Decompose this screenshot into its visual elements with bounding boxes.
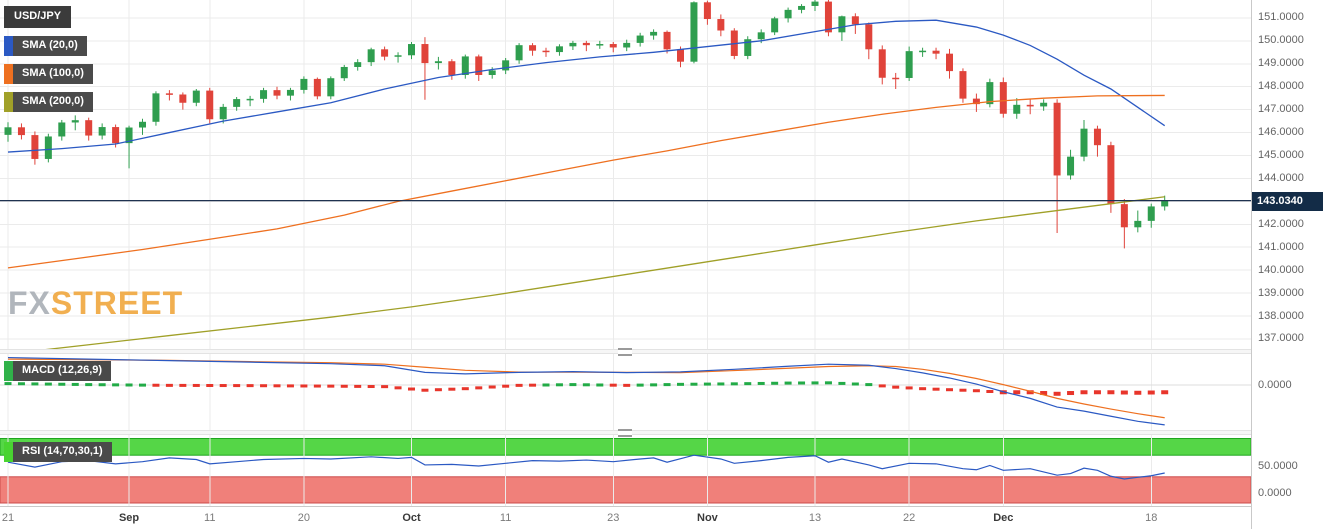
overlay-SMA20 <box>7 19 1166 153</box>
axis-label: 146.0000 <box>1258 126 1304 139</box>
axis-label: 148.0000 <box>1258 80 1304 93</box>
rsi-oversold-band <box>0 476 1251 504</box>
time-axis-month-label: Sep <box>118 512 140 524</box>
rsi-badge[interactable]: RSI (14,70,30,1) <box>4 442 112 462</box>
macd-histogram <box>4 381 1169 396</box>
price-axis[interactable]: 143.0340 151.0000 150.0000 149.0000 148.000… <box>1251 0 1323 529</box>
time-axis-day-label: 21 <box>1 512 15 524</box>
axis-label: 139.0000 <box>1258 286 1304 299</box>
macd-color-chip <box>4 361 13 381</box>
macd-line <box>7 356 1165 426</box>
time-axis-day-label: 20 <box>297 512 311 524</box>
panel-separator[interactable] <box>0 348 1323 356</box>
macd-panel[interactable]: MACD (12,26,9) <box>0 354 1251 430</box>
panel-resize-handle-icon[interactable] <box>618 429 632 437</box>
time-axis-day-label: 22 <box>903 512 916 524</box>
price-gridlines <box>0 17 1251 340</box>
axis-label: 140.0000 <box>1258 263 1304 276</box>
time-axis-day-label: 11 <box>499 512 512 524</box>
axis-label: 144.0000 <box>1258 171 1304 184</box>
axis-label: 142.0000 <box>1258 217 1304 230</box>
axis-label: 151.0000 <box>1258 11 1304 24</box>
axis-label: 0.0000 <box>1258 486 1292 499</box>
axis-label: 138.0000 <box>1258 309 1304 322</box>
watermark-fx: FX <box>8 285 51 321</box>
time-axis-day-label: 13 <box>808 512 822 524</box>
sma200-color-chip <box>4 92 13 112</box>
rsi-label: RSI (14,70,30,1) <box>13 442 112 462</box>
symbol-badge[interactable]: USD/JPY <box>4 6 72 28</box>
macd-label: MACD (12,26,9) <box>13 361 112 381</box>
sma20-label: SMA (20,0) <box>13 36 87 56</box>
sma200-badge[interactable]: SMA (200,0) <box>4 92 93 112</box>
rsi-line <box>7 454 1165 480</box>
price-chart-svg[interactable] <box>0 0 1251 350</box>
axis-label: 145.0000 <box>1258 149 1304 161</box>
sma200-label: SMA (200,0) <box>13 92 93 112</box>
rsi-color-chip <box>4 442 13 462</box>
axis-label: 149.0000 <box>1258 57 1304 70</box>
axis-label: 137.0000 <box>1258 332 1304 345</box>
overlay-SMA200 <box>36 196 1165 350</box>
vertical-gridlines <box>7 435 1152 506</box>
overlay-SMA100 <box>7 94 1165 269</box>
candles-layer <box>4 0 1169 249</box>
macd-chart-svg[interactable] <box>0 354 1251 430</box>
rsi-chart-svg[interactable] <box>0 435 1251 506</box>
axis-label: 0.0000 <box>1258 378 1292 391</box>
sma100-badge[interactable]: SMA (100,0) <box>4 64 93 84</box>
time-axis[interactable]: 21 Sep 11 20 Oct 11 23 Nov 13 22 Dec 18 <box>0 506 1323 529</box>
watermark-street: STREET <box>50 285 184 321</box>
axis-label: 141.0000 <box>1258 240 1304 253</box>
symbol-label: USD/JPY <box>4 6 72 28</box>
time-axis-month-label: Oct <box>402 512 421 524</box>
time-axis-day-label: 18 <box>1145 512 1158 524</box>
current-price-label: 143.0340 <box>1252 191 1323 211</box>
fxstreet-watermark: FXSTREET <box>8 285 183 322</box>
axis-label: 50.0000 <box>1258 459 1298 472</box>
time-axis-day-label: 11 <box>204 512 216 524</box>
panel-resize-handle-icon[interactable] <box>618 348 632 356</box>
time-axis-month-label: Dec <box>993 512 1014 524</box>
sma20-color-chip <box>4 36 13 56</box>
sma100-color-chip <box>4 64 13 84</box>
axis-label: 150.0000 <box>1258 34 1304 47</box>
price-panel[interactable]: USD/JPY SMA (20,0) SMA (100,0) SMA (200,… <box>0 0 1251 350</box>
panel-separator[interactable] <box>0 429 1323 437</box>
sma20-badge[interactable]: SMA (20,0) <box>4 36 87 56</box>
rsi-panel[interactable]: RSI (14,70,30,1) <box>0 435 1251 506</box>
macd-badge[interactable]: MACD (12,26,9) <box>4 361 112 381</box>
rsi-overbought-band <box>0 438 1251 456</box>
time-axis-month-label: Nov <box>697 512 718 524</box>
axis-label: 147.0000 <box>1258 103 1304 116</box>
macd-signal-line <box>7 358 1165 419</box>
legend: USD/JPY SMA (20,0) SMA (100,0) SMA (200,… <box>4 6 93 112</box>
time-axis-day-label: 23 <box>607 512 620 524</box>
sma100-label: SMA (100,0) <box>13 64 93 84</box>
